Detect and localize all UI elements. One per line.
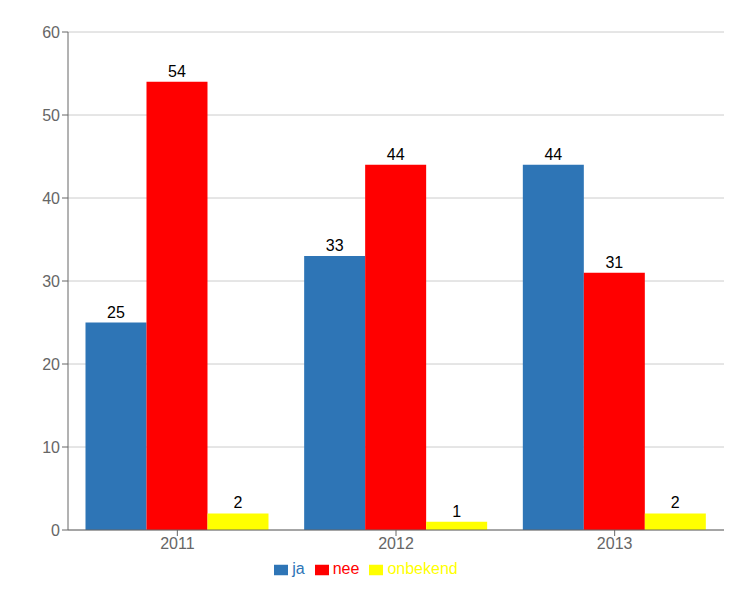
svg-text:0: 0 (51, 522, 60, 539)
svg-text:2: 2 (671, 494, 680, 511)
svg-text:2012: 2012 (378, 535, 414, 552)
html-text:ja: ja (292, 560, 305, 577)
svg-text:44: 44 (387, 146, 405, 163)
svg-text:2013: 2013 (597, 535, 633, 552)
svg-text:31: 31 (605, 254, 623, 271)
html-text:nee: nee (332, 560, 360, 577)
svg-text:30: 30 (42, 273, 60, 290)
svg-text:50: 50 (42, 107, 60, 124)
svg-text:2011: 2011 (160, 535, 195, 552)
svg-text:60: 60 (42, 24, 60, 41)
svg-text:2: 2 (234, 494, 243, 511)
svg-text:54: 54 (168, 63, 186, 80)
svg-text:20: 20 (42, 356, 60, 373)
svg-text:40: 40 (42, 190, 60, 207)
svg-text:1: 1 (452, 503, 461, 520)
html-text:onbekend: onbekend (387, 560, 458, 577)
svg-text:25: 25 (107, 304, 125, 321)
svg-text:44: 44 (544, 146, 562, 163)
svg-text:33: 33 (326, 237, 344, 254)
svg-text:10: 10 (42, 439, 60, 456)
